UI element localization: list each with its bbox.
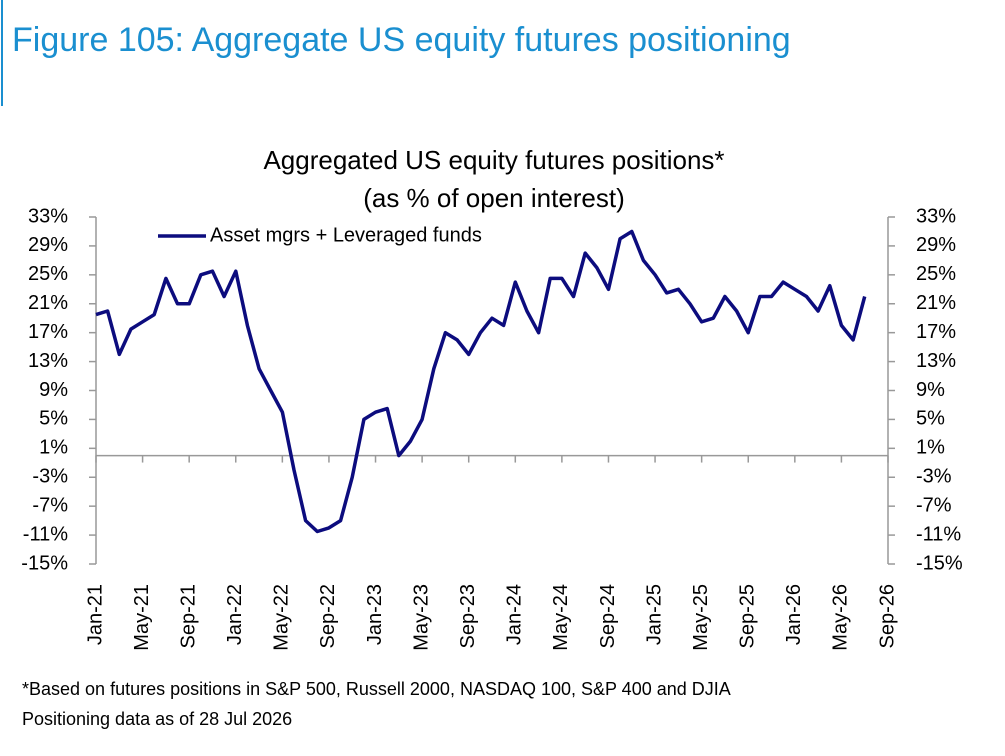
- x-tick-label: May-25: [690, 584, 712, 651]
- footnote: Positioning data as of 28 Jul 2026: [22, 709, 292, 729]
- x-tick-label: Sep-21: [177, 584, 199, 649]
- y2-tick-label: 9%: [916, 379, 945, 401]
- y2-tick-label: -7%: [916, 494, 952, 516]
- y-tick-label: 13%: [28, 350, 68, 372]
- x-tick-label: Sep-23: [457, 584, 479, 649]
- data-line: [95, 229, 867, 534]
- y-tick-label: 17%: [28, 321, 68, 343]
- y-tick-label: 9%: [39, 379, 68, 401]
- y2-tick-label: -11%: [916, 523, 961, 545]
- y2-tick-label: 25%: [916, 263, 956, 285]
- chart-subtitle: (as % of open interest): [363, 183, 625, 213]
- x-tick-label: Jan-23: [364, 584, 386, 645]
- x-tick-label: Sep-24: [597, 584, 619, 649]
- x-tick-label: Sep-26: [876, 584, 898, 649]
- y-tick-label: 21%: [28, 292, 68, 314]
- y2-tick-label: 29%: [916, 234, 956, 256]
- x-tick-label: Sep-22: [317, 584, 339, 649]
- y-tick-label: -3%: [32, 466, 68, 488]
- x-tick-label: May-23: [410, 584, 432, 651]
- x-tick-label: May-21: [131, 584, 153, 651]
- x-tick-label: Sep-25: [737, 584, 759, 649]
- legend-label: Asset mgrs + Leveraged funds: [210, 224, 482, 246]
- x-tick-label: Jan-24: [504, 584, 526, 645]
- y-tick-label: -15%: [21, 552, 68, 574]
- x-tick-label: May-26: [830, 584, 852, 651]
- figure-title: Figure 105: Aggregate US equity futures …: [12, 21, 791, 59]
- y2-tick-label: 33%: [916, 205, 956, 227]
- y-tick-label: -7%: [32, 494, 68, 516]
- y-tick-label: 5%: [39, 408, 68, 430]
- y2-tick-label: -15%: [916, 552, 963, 574]
- footnote: *Based on futures positions in S&P 500, …: [22, 679, 731, 699]
- y2-tick-label: 21%: [916, 292, 956, 314]
- y2-tick-label: 1%: [916, 437, 945, 459]
- x-tick-label: May-22: [271, 584, 293, 651]
- y-tick-label: 25%: [28, 263, 68, 285]
- y-tick-label: -11%: [23, 523, 68, 545]
- chart-title: Aggregated US equity futures positions*: [263, 145, 724, 175]
- x-tick-label: Jan-26: [783, 584, 805, 645]
- y2-tick-label: 13%: [916, 350, 956, 372]
- y2-tick-label: 5%: [916, 408, 945, 430]
- x-tick-label: Jan-25: [643, 584, 665, 645]
- y2-tick-label: 17%: [916, 321, 956, 343]
- y2-tick-label: -3%: [916, 466, 952, 488]
- y-tick-label: 1%: [39, 437, 68, 459]
- y-tick-label: 33%: [28, 205, 68, 227]
- y-tick-label: 29%: [28, 234, 68, 256]
- x-tick-label: Jan-21: [84, 584, 106, 645]
- x-tick-label: May-24: [550, 584, 572, 651]
- x-tick-label: Jan-22: [224, 584, 246, 645]
